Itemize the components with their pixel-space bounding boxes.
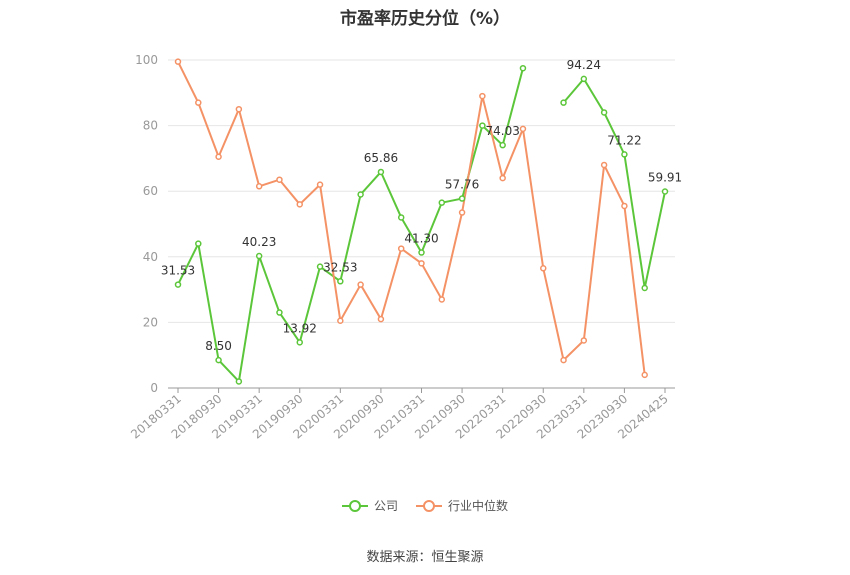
data-label: 40.23 bbox=[242, 235, 276, 249]
y-tick-label: 100 bbox=[135, 53, 158, 67]
company-point bbox=[479, 122, 486, 129]
data-label: 32.53 bbox=[323, 260, 357, 274]
company-point bbox=[397, 214, 405, 221]
company-point bbox=[600, 109, 608, 116]
data-label: 8.50 bbox=[205, 339, 232, 353]
industry-point bbox=[235, 105, 243, 113]
industry-point bbox=[580, 337, 588, 344]
legend-company-marker-icon bbox=[341, 499, 368, 513]
company-point bbox=[174, 281, 182, 288]
industry-point bbox=[458, 209, 466, 216]
industry-point bbox=[621, 202, 628, 210]
industry-point bbox=[560, 356, 567, 364]
y-tick-label: 40 bbox=[143, 250, 158, 264]
company-point bbox=[377, 168, 385, 176]
data-source: 数据来源：恒生聚源 bbox=[366, 550, 484, 565]
company-point bbox=[337, 278, 344, 285]
company-point bbox=[438, 199, 446, 206]
industry-point bbox=[479, 92, 486, 100]
company-point bbox=[519, 64, 527, 72]
chart-title: 市盈率历史分位（%） bbox=[339, 9, 511, 29]
industry-point bbox=[600, 161, 608, 169]
industry-point bbox=[316, 181, 324, 188]
data-label: 59.91 bbox=[648, 170, 682, 184]
company-point bbox=[641, 284, 648, 292]
legend-item-company[interactable]: 公司 bbox=[341, 497, 398, 514]
industry-point bbox=[499, 174, 506, 182]
industry-point bbox=[215, 153, 222, 161]
industry-point bbox=[418, 260, 425, 267]
legend-industry-label: 行业中位数 bbox=[448, 499, 509, 513]
data-label: 31.53 bbox=[161, 264, 195, 278]
company-point bbox=[195, 240, 202, 247]
industry-point bbox=[397, 245, 405, 252]
data-label: 65.86 bbox=[364, 151, 398, 165]
company-point bbox=[499, 141, 506, 149]
company-point bbox=[215, 356, 222, 364]
industry-point bbox=[519, 125, 527, 133]
industry-point bbox=[641, 371, 648, 379]
industry-point bbox=[377, 315, 385, 323]
company-point bbox=[276, 309, 283, 316]
industry-point bbox=[337, 317, 344, 325]
company-series-line bbox=[177, 67, 524, 383]
industry-point bbox=[195, 99, 202, 106]
company-point bbox=[235, 378, 243, 385]
industry-point bbox=[276, 176, 283, 183]
y-tick-label: 0 bbox=[150, 381, 158, 395]
legend-company-label: 公司 bbox=[373, 499, 398, 513]
company-point bbox=[560, 99, 567, 106]
industry-point bbox=[357, 281, 364, 288]
data-label: 71.22 bbox=[607, 133, 641, 147]
company-point bbox=[357, 191, 364, 198]
industry-point bbox=[438, 296, 446, 303]
y-tick-label: 80 bbox=[143, 119, 158, 133]
company-point bbox=[458, 195, 466, 202]
y-tick-label: 20 bbox=[143, 315, 158, 329]
legend-item-industry[interactable]: 行业中位数 bbox=[416, 497, 508, 514]
chart-legend: 公司 行业中位数 bbox=[0, 497, 850, 514]
company-point bbox=[661, 188, 669, 195]
company-series-line bbox=[562, 77, 666, 289]
data-label: 13.92 bbox=[283, 321, 317, 335]
industry-point bbox=[296, 201, 303, 208]
legend-industry-marker-icon bbox=[416, 499, 442, 513]
industry-point bbox=[174, 58, 182, 65]
company-point bbox=[316, 263, 324, 270]
data-label: 41.30 bbox=[404, 232, 438, 246]
company-point bbox=[296, 339, 303, 346]
data-label: 57.76 bbox=[445, 178, 479, 192]
industry-point bbox=[255, 183, 263, 190]
company-point bbox=[418, 249, 425, 256]
data-label: 94.24 bbox=[567, 58, 601, 72]
data-label: 74.03 bbox=[485, 124, 519, 138]
company-point bbox=[580, 75, 588, 83]
industry-point bbox=[540, 265, 547, 272]
industry-series-line bbox=[177, 61, 646, 375]
company-point bbox=[621, 151, 628, 158]
y-tick-label: 60 bbox=[143, 184, 158, 198]
company-point bbox=[255, 252, 263, 260]
